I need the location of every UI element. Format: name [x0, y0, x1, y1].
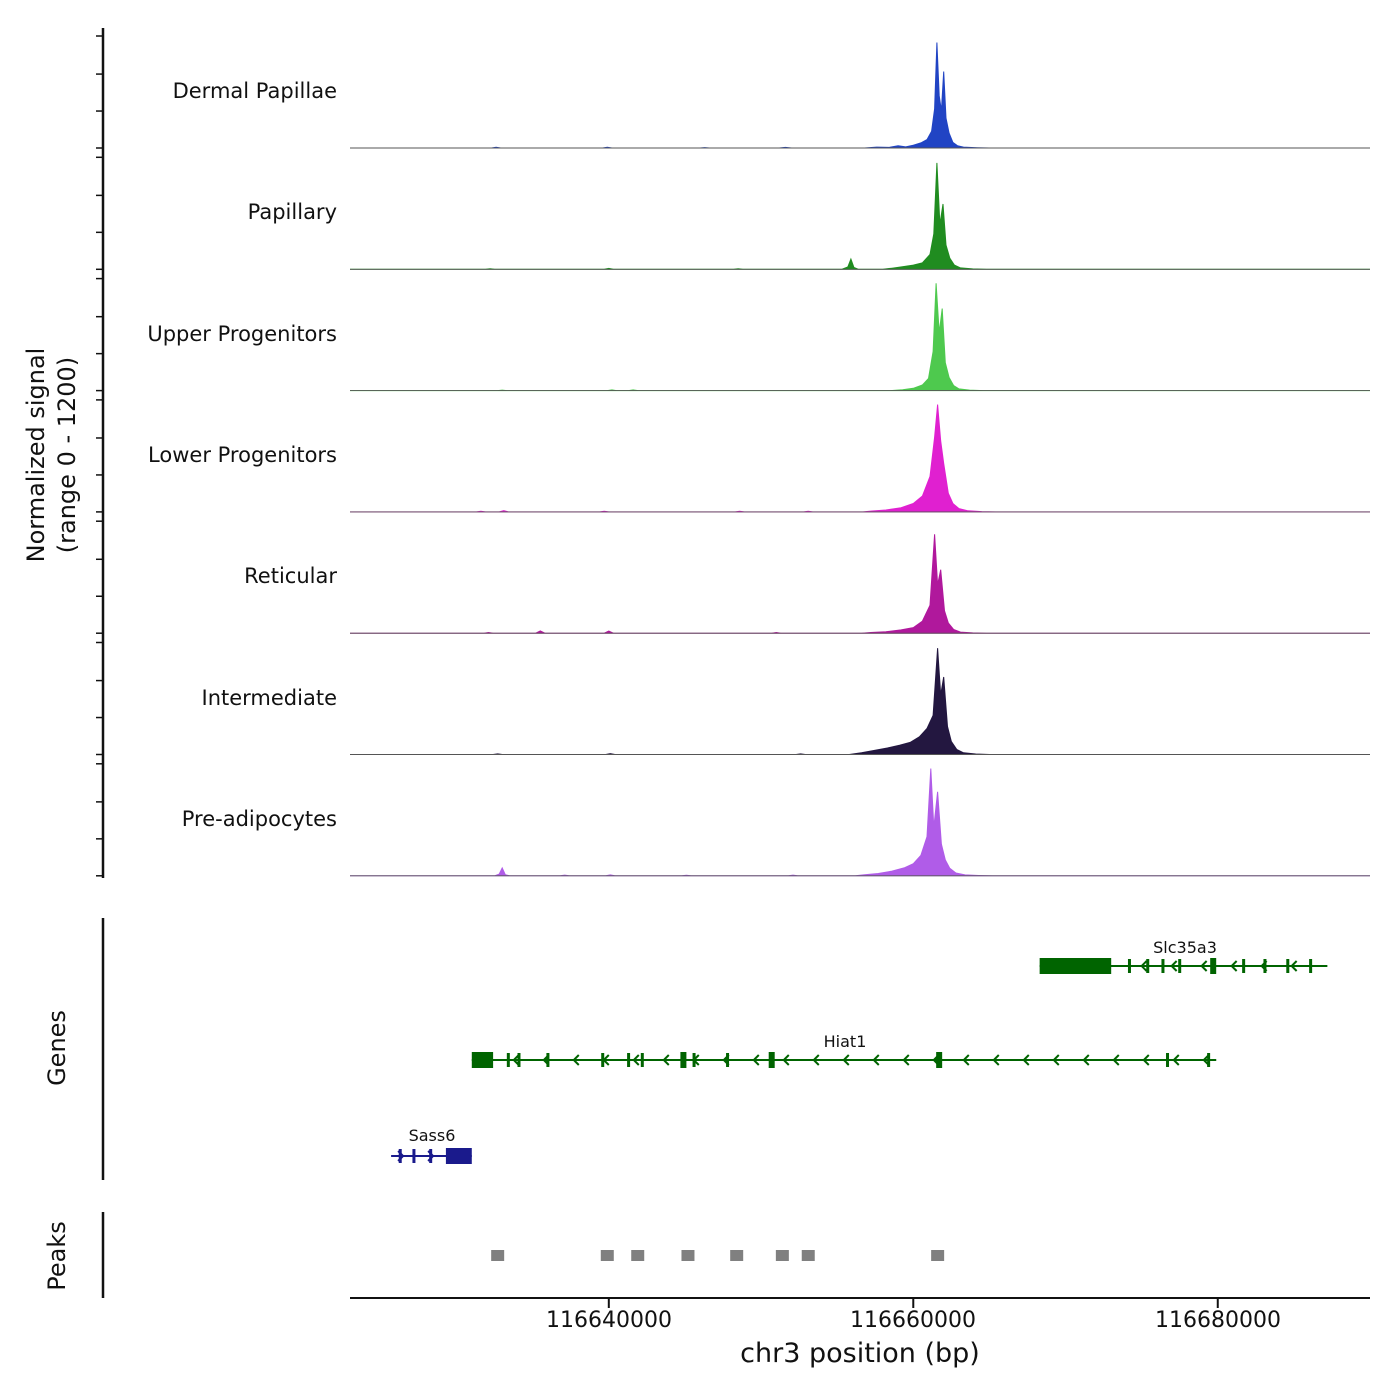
- gene-strand-arrow: [512, 1054, 520, 1066]
- signal-area-3: [350, 283, 1370, 392]
- gene-exon-block: [768, 1052, 775, 1068]
- gene-strand-arrow: [662, 1054, 670, 1066]
- x-tick-label-116680000: 116680000: [1155, 1308, 1281, 1333]
- signal-area-4: [350, 404, 1370, 513]
- gene-strand-arrow: [1022, 1054, 1030, 1066]
- x-tick-label-116640000: 116640000: [546, 1308, 672, 1333]
- gene-strand-arrow: [1082, 1054, 1090, 1066]
- track-label-papillary: Papillary: [247, 200, 337, 224]
- peaks-axis-label: Peaks: [43, 1221, 71, 1291]
- gene-exon-tick: [1286, 959, 1290, 973]
- gene-strand-arrow: [782, 1054, 790, 1066]
- gene-strand-arrow: [1112, 1054, 1120, 1066]
- gene-exon-tick: [1309, 959, 1313, 973]
- gene-thick-box-slc35a3: [1039, 958, 1112, 974]
- gene-exon-tick: [726, 1053, 730, 1067]
- track-label-upper-progenitors: Upper Progenitors: [147, 322, 337, 346]
- x-axis-label: chr3 position (bp): [740, 1338, 980, 1369]
- gene-exon-tick: [1146, 959, 1150, 973]
- track-label-lower-progenitors: Lower Progenitors: [148, 443, 337, 467]
- gene-exon-tick: [640, 1053, 644, 1067]
- gene-exon-tick: [1127, 959, 1131, 973]
- gene-exon-tick: [506, 1053, 510, 1067]
- signal-area-5: [350, 534, 1370, 634]
- track-label-intermediate: Intermediate: [201, 686, 338, 710]
- gene-strand-arrow: [902, 1054, 910, 1066]
- peak-box: [631, 1250, 645, 1261]
- gene-exon-tick: [1263, 959, 1267, 973]
- signal-area-2: [350, 162, 1370, 270]
- peak-box: [931, 1250, 945, 1261]
- gene-exon-block: [936, 1052, 943, 1068]
- peak-box: [730, 1250, 744, 1261]
- gene-strand-arrow: [992, 1054, 1000, 1066]
- signal-area-1: [350, 42, 1370, 149]
- track-label-pre-adipocytes: Pre-adipocytes: [181, 807, 337, 831]
- gene-label-slc35a3: Slc35a3: [1153, 938, 1217, 957]
- gene-exon-tick: [627, 1053, 631, 1067]
- gene-exon-tick: [692, 1053, 696, 1067]
- gene-exon-tick: [601, 1053, 605, 1067]
- gene-exon-tick: [398, 1149, 402, 1163]
- gene-strand-arrow: [1200, 960, 1208, 972]
- gene-exon-tick: [517, 1053, 521, 1067]
- gene-strand-arrow: [572, 1054, 580, 1066]
- gene-exon-tick: [546, 1053, 550, 1067]
- gene-thick-box-hiat1: [471, 1052, 494, 1068]
- peak-box: [600, 1250, 614, 1261]
- gene-strand-arrow: [1170, 960, 1178, 972]
- signal-area-6: [350, 648, 1370, 755]
- gene-exon-block: [680, 1052, 687, 1068]
- gene-exon-tick: [1207, 1053, 1211, 1067]
- gene-strand-arrow: [812, 1054, 820, 1066]
- gene-exon-tick: [1166, 1053, 1170, 1067]
- gene-strand-arrow: [1142, 1054, 1150, 1066]
- gene-strand-arrow: [962, 1054, 970, 1066]
- gene-strand-arrow: [842, 1054, 850, 1066]
- gene-exon-tick: [1178, 959, 1182, 973]
- peak-box: [801, 1250, 815, 1261]
- gene-strand-arrow: [1052, 1054, 1060, 1066]
- gene-strand-arrow: [632, 1054, 640, 1066]
- genes-axis-label: Genes: [43, 1010, 71, 1086]
- peak-box: [491, 1250, 505, 1261]
- gene-exon-tick: [1161, 959, 1165, 973]
- gene-strand-arrow: [1230, 960, 1238, 972]
- gene-exon-tick: [1242, 959, 1246, 973]
- gene-label-hiat1: Hiat1: [823, 1032, 867, 1051]
- gene-exon-tick: [429, 1149, 433, 1163]
- gene-strand-arrow: [752, 1054, 760, 1066]
- gene-exon-block: [1210, 958, 1217, 974]
- peak-box: [681, 1250, 695, 1261]
- gene-strand-arrow: [1172, 1054, 1180, 1066]
- track-label-dermal-papillae: Dermal Papillae: [172, 79, 337, 103]
- gene-strand-arrow: [872, 1054, 880, 1066]
- gene-strand-arrow: [1290, 960, 1298, 972]
- gene-strand-arrow: [1202, 1054, 1210, 1066]
- track-label-reticular: Reticular: [244, 564, 337, 588]
- peak-box: [775, 1250, 789, 1261]
- gene-label-sass6: Sass6: [408, 1126, 456, 1145]
- x-tick-label-116660000: 116660000: [850, 1308, 976, 1333]
- signal-area-7: [350, 768, 1370, 877]
- gene-strand-arrow: [1140, 960, 1148, 972]
- gene-thick-box-sass6: [445, 1148, 472, 1164]
- gene-exon-tick: [412, 1149, 416, 1163]
